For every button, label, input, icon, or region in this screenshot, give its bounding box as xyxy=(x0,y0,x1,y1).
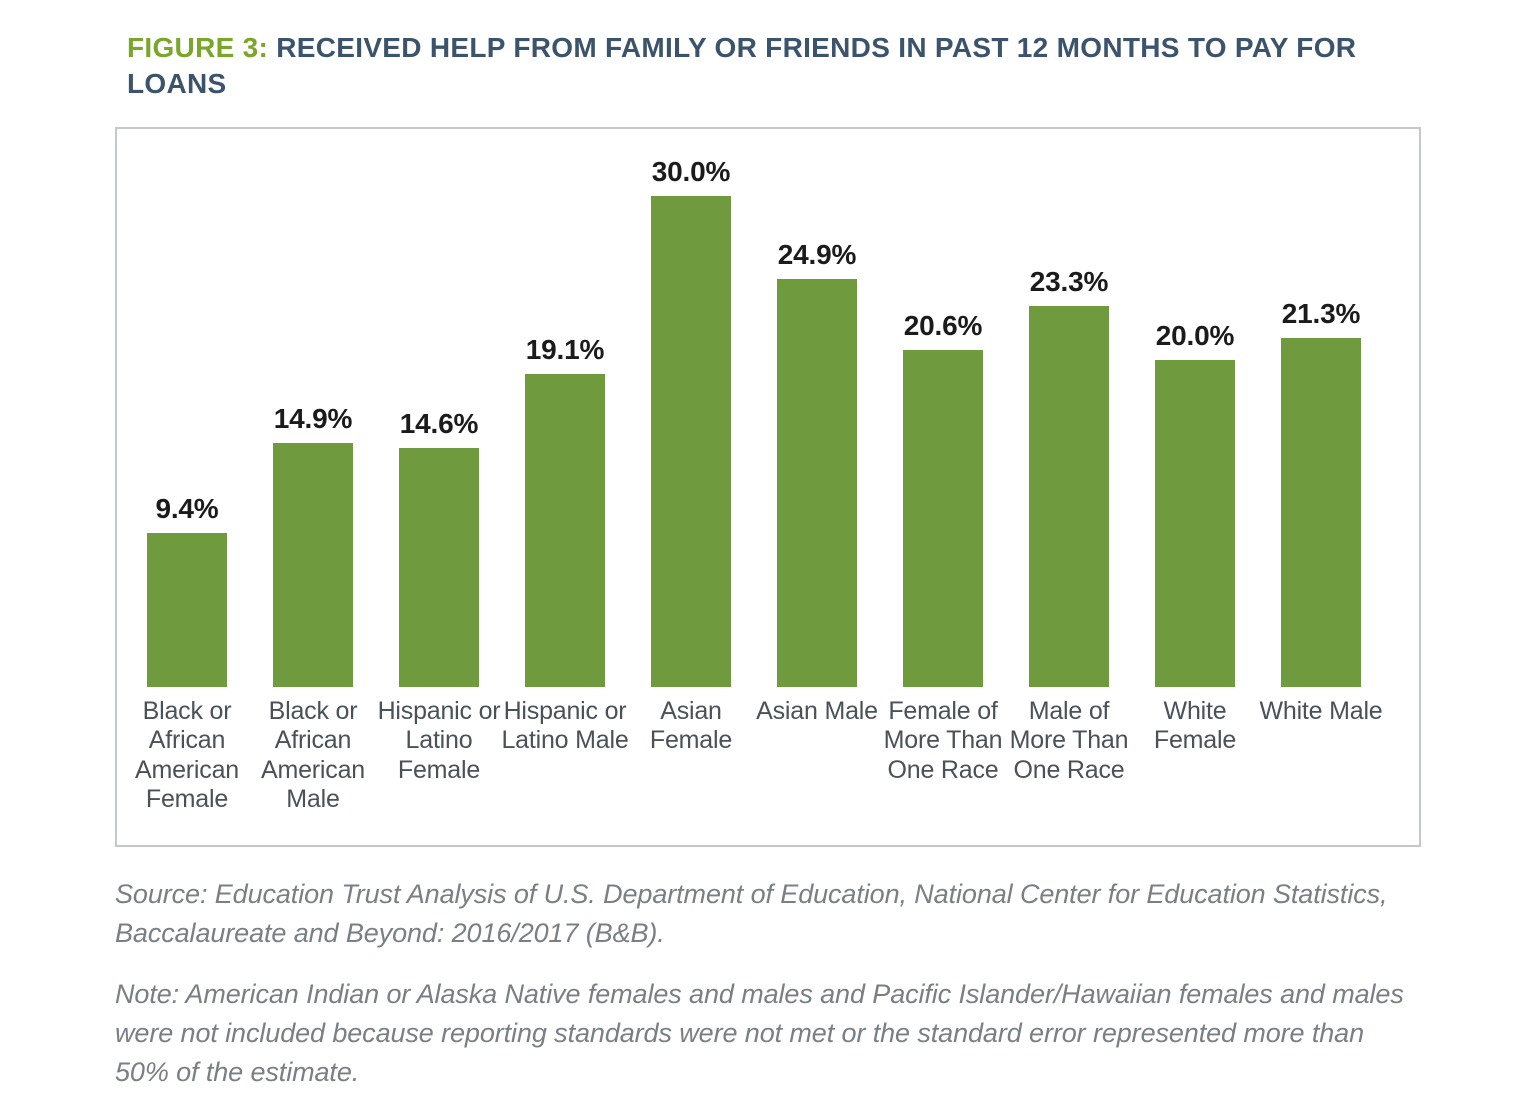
bar: 20.0% xyxy=(1155,360,1235,687)
caption-note: Note: American Indian or Alaska Native f… xyxy=(115,975,1421,1092)
figure-number-label: FIGURE 3: xyxy=(127,32,268,63)
x-axis-labels: Black or African American FemaleBlack or… xyxy=(141,697,1395,847)
bar-value-label: 20.6% xyxy=(887,310,999,342)
x-axis-label: Male of More Than One Race xyxy=(1005,697,1133,786)
bar-value-label: 24.9% xyxy=(761,239,873,271)
bar-value-label: 19.1% xyxy=(509,334,621,366)
bar-value-label: 30.0% xyxy=(635,156,747,188)
bar-rect xyxy=(147,533,227,687)
x-axis-label: Black or African American Female xyxy=(123,697,251,815)
bar-value-label: 9.4% xyxy=(131,493,243,525)
figure-caption: Source: Education Trust Analysis of U.S.… xyxy=(115,875,1421,1093)
chart-frame: 9.4% 14.9% 14.6% 19.1% 30.0% 24.9% 20.6% 23.3% 2… xyxy=(115,127,1421,847)
bar-rect xyxy=(1155,360,1235,687)
bar-plot-area: 9.4% 14.9% 14.6% 19.1% 30.0% 24.9% 20.6% 23.3% 2… xyxy=(141,147,1395,687)
x-axis-label: Asian Female xyxy=(627,697,755,756)
bar-rect xyxy=(525,374,605,687)
bar: 20.6% xyxy=(903,350,983,687)
bar-value-label: 21.3% xyxy=(1265,298,1377,330)
bar-value-label: 14.6% xyxy=(383,408,495,440)
x-axis-label: Female of More Than One Race xyxy=(879,697,1007,786)
x-axis-label: Hispanic or Latino Female xyxy=(375,697,503,786)
bar-rect xyxy=(651,196,731,687)
bar-rect xyxy=(903,350,983,687)
bar-rect xyxy=(399,448,479,687)
bar: 21.3% xyxy=(1281,338,1361,687)
bar-rect xyxy=(777,279,857,686)
bar: 23.3% xyxy=(1029,306,1109,687)
bar-rect xyxy=(1029,306,1109,687)
figure-title: FIGURE 3: RECEIVED HELP FROM FAMILY OR F… xyxy=(127,30,1421,103)
bar-value-label: 20.0% xyxy=(1139,320,1251,352)
bar-rect xyxy=(273,443,353,687)
x-axis-label: Black or African American Male xyxy=(249,697,377,815)
bar-rect xyxy=(1281,338,1361,687)
x-axis-label: Asian Male xyxy=(753,697,881,727)
figure-subtitle: RECEIVED HELP FROM FAMILY OR FRIENDS IN … xyxy=(127,32,1356,99)
bar: 9.4% xyxy=(147,533,227,687)
bar: 19.1% xyxy=(525,374,605,687)
x-axis-label: Hispanic or Latino Male xyxy=(501,697,629,756)
bar: 14.6% xyxy=(399,448,479,687)
figure-container: FIGURE 3: RECEIVED HELP FROM FAMILY OR F… xyxy=(0,0,1536,1113)
bar: 14.9% xyxy=(273,443,353,687)
caption-source: Source: Education Trust Analysis of U.S.… xyxy=(115,875,1421,953)
bar: 30.0% xyxy=(651,196,731,687)
bar-value-label: 14.9% xyxy=(257,403,369,435)
bar: 24.9% xyxy=(777,279,857,686)
bar-value-label: 23.3% xyxy=(1013,266,1125,298)
x-axis-label: White Male xyxy=(1257,697,1385,727)
x-axis-label: White Female xyxy=(1131,697,1259,756)
